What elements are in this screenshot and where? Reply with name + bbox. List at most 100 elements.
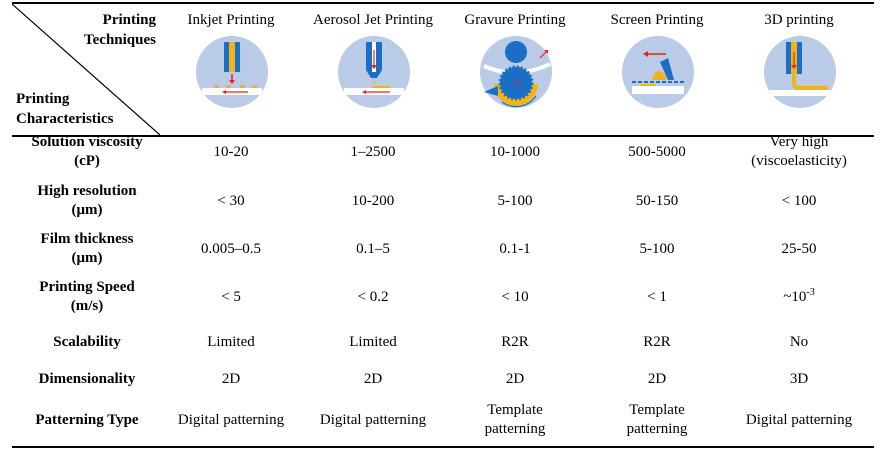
cell-film-thickness-3d: 25-50 [728, 240, 870, 259]
row-label-line: (μm) [71, 202, 103, 218]
cell-line: Digital patterning [728, 411, 870, 430]
technique-name-3d: 3D printing [764, 12, 834, 28]
cell-text: (viscoelasticity) [751, 153, 847, 169]
cell-line: 1–2500 [302, 143, 444, 162]
cell-scalability-inkjet: Limited [160, 333, 302, 352]
corner-top-line-2: Techniques [84, 32, 156, 48]
row-label-line: Scalability [53, 333, 121, 350]
cell-line: Template [444, 401, 586, 420]
cell-line: R2R [586, 333, 728, 352]
column-header-screen: Screen Printing [586, 4, 728, 135]
cell-solution-viscosity-gravure: 10-1000 [444, 143, 586, 162]
cell-text: Digital patterning [745, 411, 853, 428]
cell-text: < 10 [501, 288, 529, 305]
cell-text: 50-150 [635, 192, 679, 209]
cell-text: 10-20 [213, 143, 249, 160]
table-bottom-rule [12, 446, 874, 448]
cell-line: Digital patterning [302, 411, 444, 430]
cell-dimensionality-3d: 3D [728, 370, 870, 389]
cell-scalability-screen: R2R [586, 333, 728, 352]
cell-text: ~10 [783, 288, 807, 305]
row-label-line: Film thickness [40, 231, 134, 247]
column-header-gravure: Gravure Printing [444, 4, 586, 135]
cell-film-thickness-inkjet: 0.005–0.5 [160, 240, 302, 259]
cell-line: 2D [586, 370, 728, 389]
cell-text: Template [629, 402, 685, 418]
cell-printing-speed-gravure: < 10 [444, 288, 586, 307]
cell-line: 10-20 [160, 143, 302, 162]
cell-text: 5-100 [639, 240, 675, 257]
cell-text: Limited [349, 333, 397, 350]
column-header-aerosol-jet: Aerosol Jet Printing [302, 4, 444, 135]
cell-line: 10-200 [302, 192, 444, 211]
cell-text: 10-1000 [490, 143, 540, 160]
cell-text: < 0.2 [357, 288, 389, 305]
cell-text: < 1 [647, 288, 667, 305]
corner-header-cell: Printing Techniques Printing Characteris… [12, 4, 160, 135]
row-label-line: Solution viscosity [31, 134, 143, 150]
cell-line: 25-50 [728, 240, 870, 259]
aerosol-jet-illustration [338, 36, 410, 108]
cell-text: < 100 [781, 192, 817, 209]
row-label-film-thickness: Film thickness (μm) [12, 230, 162, 268]
row-label-line: Patterning Type [35, 411, 139, 428]
cell-text: Template [487, 402, 543, 418]
cell-text: 25-50 [781, 240, 817, 257]
cell-line: 0.1–5 [302, 240, 444, 259]
screen-printing-illustration [622, 36, 694, 108]
cell-printing-speed-screen: < 1 [586, 288, 728, 307]
cell-dimensionality-inkjet: 2D [160, 370, 302, 389]
cell-text: < 5 [221, 288, 241, 305]
cell-line: < 10 [444, 288, 586, 307]
cell-line: No [728, 333, 870, 352]
row-label-line: High resolution [37, 183, 137, 199]
cell-scalability-3d: No [728, 333, 870, 352]
row-label-line: (μm) [71, 250, 103, 266]
cell-line: R2R [444, 333, 586, 352]
cell-line: Digital patterning [160, 411, 302, 430]
row-label-patterning-type: Patterning Type [12, 411, 162, 430]
cell-high-resolution-inkjet: < 30 [160, 192, 302, 211]
cell-line: 5-100 [586, 240, 728, 259]
cell-text: 500-5000 [628, 143, 686, 160]
cell-superscript: -3 [806, 286, 815, 298]
cell-line: Limited [160, 333, 302, 352]
cell-solution-viscosity-3d: Very high (viscoelasticity) [728, 133, 870, 171]
cell-line: < 1 [586, 288, 728, 307]
cell-high-resolution-screen: 50-150 [586, 192, 728, 211]
cell-patterning-type-screen: Template patterning [586, 401, 728, 439]
cell-line: patterning [444, 420, 586, 439]
cell-line: (viscoelasticity) [728, 152, 870, 171]
cell-text: R2R [643, 333, 671, 350]
cell-text: No [789, 333, 809, 350]
table-header: Printing Techniques Printing Characteris… [12, 2, 874, 137]
row-label-line: (cP) [74, 153, 100, 169]
cell-text: patterning [626, 421, 688, 437]
corner-top-line-1: Printing [102, 12, 156, 28]
corner-bottom-line-1: Printing [16, 91, 70, 107]
cell-film-thickness-screen: 5-100 [586, 240, 728, 259]
cell-line: 5-100 [444, 192, 586, 211]
technique-name-gravure: Gravure Printing [464, 12, 566, 28]
cell-text: 3D [789, 370, 809, 387]
cell-scalability-gravure: R2R [444, 333, 586, 352]
cell-line: 2D [160, 370, 302, 389]
cell-text: 5-100 [497, 192, 533, 209]
cell-text: 0.1-1 [499, 240, 531, 257]
printing-comparison-table: Printing Techniques Printing Characteris… [12, 2, 874, 448]
cell-line: ~10-3 [728, 286, 870, 307]
cell-text: R2R [501, 333, 529, 350]
cell-line: 0.1-1 [444, 240, 586, 259]
gravure-printing-illustration [480, 36, 552, 108]
cell-line: Template [586, 401, 728, 420]
cell-line: 50-150 [586, 192, 728, 211]
cell-line: Limited [302, 333, 444, 352]
cell-scalability-aerosol-jet: Limited [302, 333, 444, 352]
cell-text: 0.1–5 [356, 240, 390, 257]
cell-text: 2D [647, 370, 667, 387]
cell-patterning-type-aerosol-jet: Digital patterning [302, 411, 444, 430]
cell-line: < 0.2 [302, 288, 444, 307]
cell-line: 2D [302, 370, 444, 389]
cell-text: 0.005–0.5 [201, 240, 261, 257]
cell-line: Very high [728, 133, 870, 152]
